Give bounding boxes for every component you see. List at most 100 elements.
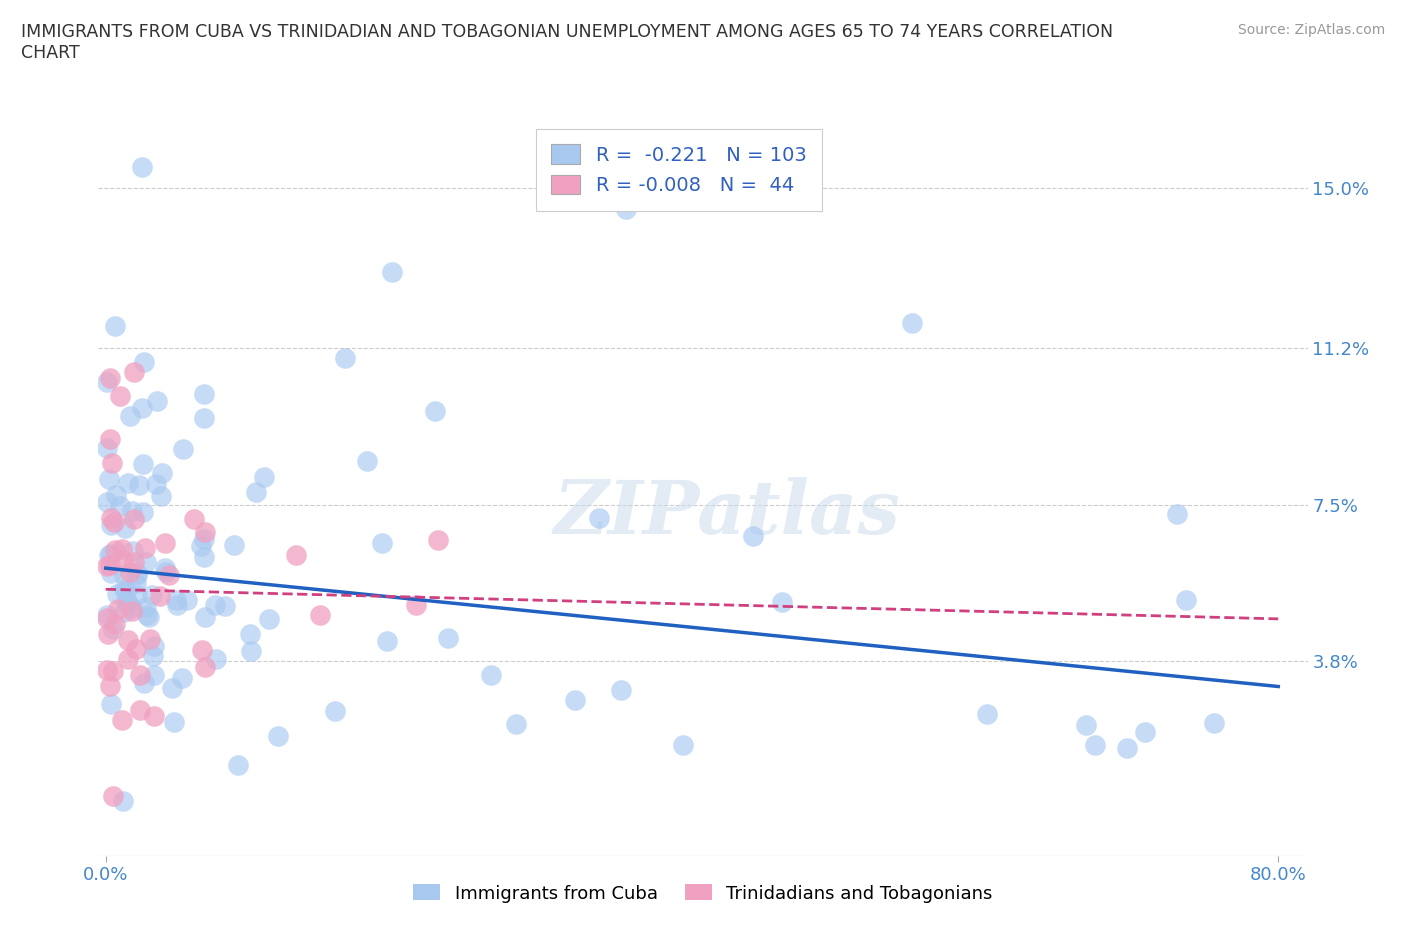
- Point: [96, 611, 118, 626]
- Point: [226, 758, 249, 773]
- Point: [148, 589, 170, 604]
- Point: [253, 470, 276, 485]
- Point: [423, 404, 446, 418]
- Point: [770, 595, 793, 610]
- Point: [103, 789, 125, 804]
- Point: [285, 548, 308, 563]
- Point: [138, 631, 160, 646]
- Point: [204, 598, 226, 613]
- Point: [194, 659, 217, 674]
- Point: [901, 315, 924, 330]
- Point: [380, 265, 402, 280]
- Point: [96, 440, 118, 455]
- Point: [193, 550, 215, 565]
- Text: Source: ZipAtlas.com: Source: ZipAtlas.com: [1237, 23, 1385, 37]
- Point: [152, 466, 174, 481]
- Point: [166, 597, 188, 612]
- Point: [1202, 715, 1225, 730]
- Point: [1133, 724, 1156, 739]
- Point: [976, 707, 998, 722]
- Point: [114, 593, 136, 608]
- Point: [132, 675, 155, 690]
- Point: [325, 704, 347, 719]
- Point: [160, 681, 183, 696]
- Point: [371, 536, 394, 551]
- Point: [245, 485, 267, 499]
- Point: [239, 627, 262, 642]
- Point: [103, 514, 125, 529]
- Point: [356, 454, 378, 469]
- Point: [183, 512, 205, 527]
- Point: [141, 588, 163, 603]
- Point: [117, 651, 139, 666]
- Point: [125, 588, 148, 603]
- Point: [155, 565, 177, 579]
- Point: [153, 536, 176, 551]
- Point: [128, 668, 150, 683]
- Point: [97, 627, 120, 642]
- Point: [100, 697, 122, 711]
- Point: [120, 409, 142, 424]
- Point: [505, 717, 527, 732]
- Point: [108, 498, 131, 513]
- Legend: Immigrants from Cuba, Trinidadians and Tobagonians: Immigrants from Cuba, Trinidadians and T…: [406, 877, 1000, 910]
- Point: [145, 477, 167, 492]
- Point: [115, 583, 138, 598]
- Text: ZIPatlas: ZIPatlas: [554, 477, 901, 550]
- Point: [436, 631, 458, 645]
- Point: [112, 567, 135, 582]
- Point: [100, 565, 122, 580]
- Point: [588, 511, 610, 525]
- Point: [100, 511, 122, 525]
- Point: [104, 542, 127, 557]
- Point: [111, 552, 134, 567]
- Point: [222, 538, 245, 552]
- Point: [97, 472, 120, 486]
- Point: [1175, 592, 1198, 607]
- Point: [136, 607, 159, 622]
- Legend: R =  -0.221   N = 103, R = -0.008   N =  44: R = -0.221 N = 103, R = -0.008 N = 44: [536, 128, 823, 211]
- Point: [266, 729, 288, 744]
- Point: [121, 504, 143, 519]
- Point: [214, 599, 236, 614]
- Point: [741, 528, 763, 543]
- Point: [100, 517, 122, 532]
- Point: [111, 712, 134, 727]
- Point: [132, 457, 155, 472]
- Point: [98, 370, 121, 385]
- Point: [118, 565, 141, 579]
- Point: [132, 505, 155, 520]
- Point: [98, 557, 121, 572]
- Point: [104, 617, 127, 631]
- Point: [124, 642, 146, 657]
- Point: [150, 488, 173, 503]
- Point: [117, 476, 139, 491]
- Point: [105, 587, 128, 602]
- Point: [176, 592, 198, 607]
- Point: [121, 601, 143, 616]
- Point: [98, 679, 121, 694]
- Point: [107, 602, 129, 617]
- Point: [194, 610, 217, 625]
- Point: [110, 388, 132, 403]
- Point: [134, 540, 156, 555]
- Point: [672, 738, 695, 753]
- Point: [121, 604, 143, 618]
- Point: [98, 548, 121, 563]
- Point: [122, 544, 145, 559]
- Point: [170, 671, 193, 685]
- Point: [135, 599, 157, 614]
- Point: [142, 709, 165, 724]
- Point: [125, 575, 148, 590]
- Point: [143, 668, 166, 683]
- Point: [138, 610, 160, 625]
- Point: [157, 568, 180, 583]
- Point: [114, 521, 136, 536]
- Point: [1084, 738, 1107, 753]
- Point: [405, 597, 427, 612]
- Point: [96, 607, 118, 622]
- Point: [193, 532, 215, 547]
- Point: [112, 604, 135, 619]
- Point: [128, 478, 150, 493]
- Point: [309, 608, 332, 623]
